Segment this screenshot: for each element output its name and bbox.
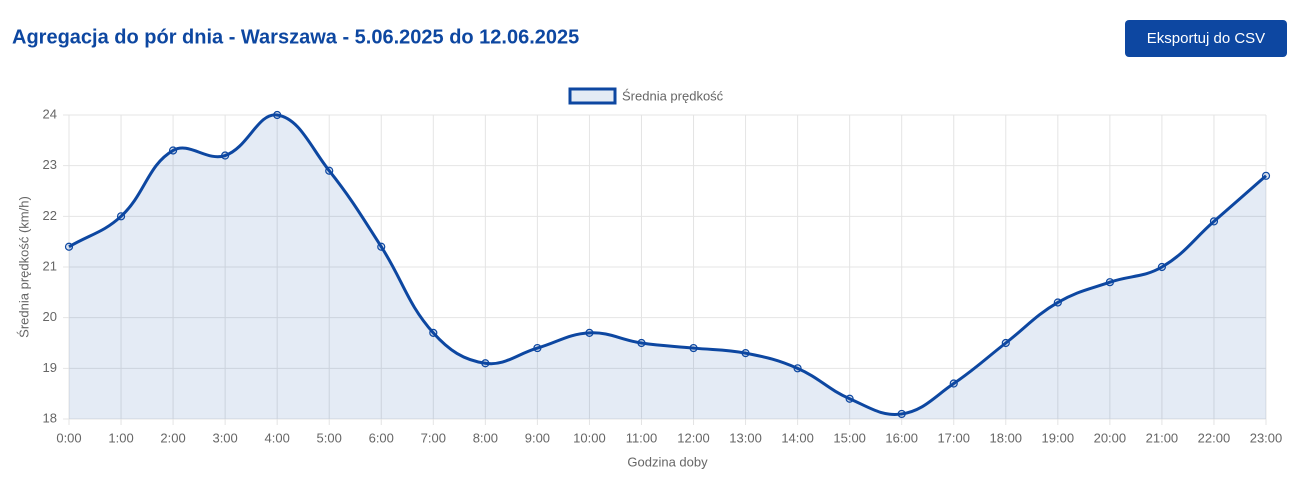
x-tick-label: 17:00 (937, 430, 970, 445)
x-tick-label: 10:00 (573, 430, 606, 445)
x-tick-label: 16:00 (885, 430, 918, 445)
x-tick-label: 23:00 (1250, 430, 1283, 445)
y-tick-label: 22 (43, 208, 57, 223)
y-tick-label: 21 (43, 258, 57, 273)
point (273, 110, 282, 120)
x-tick-label: 21:00 (1146, 430, 1179, 445)
button-background[interactable] (1125, 20, 1287, 57)
point (949, 379, 958, 388)
point (377, 242, 386, 251)
point (481, 359, 490, 368)
button-label[interactable]: Eksportuj do CSV (1147, 30, 1265, 47)
x-tick-label: 18:00 (990, 430, 1023, 445)
point (845, 394, 854, 403)
y-tick-label: 23 (43, 157, 57, 172)
x-tick-label: 4:00 (265, 430, 290, 445)
point (1053, 298, 1062, 307)
point (1261, 171, 1271, 180)
point (637, 338, 646, 348)
legend-swatch (568, 87, 617, 105)
y-tick-label: 18 (43, 410, 57, 425)
x-axis-label: Godzina doby (627, 454, 708, 469)
x-tick-label: 19:00 (1042, 430, 1075, 445)
point (64, 242, 74, 251)
point (168, 146, 178, 155)
point (793, 364, 802, 373)
x-tick-label: 15:00 (833, 430, 866, 445)
y-tick-label: 20 (43, 309, 57, 324)
point (585, 328, 594, 337)
page-title: Agregacja do pór dnia - Warszawa - 5.06.… (12, 26, 579, 48)
y-tick-label: 24 (43, 106, 57, 121)
x-tick-label: 3:00 (212, 430, 237, 445)
point (533, 343, 542, 353)
x-tick-label: 7:00 (421, 430, 446, 445)
point (429, 328, 438, 337)
x-tick-label: 9:00 (525, 430, 550, 445)
y-axis-label: Średnia prędkość (km/h) (16, 196, 31, 338)
x-tick-label: 20:00 (1094, 430, 1127, 445)
x-tick-label: 11:00 (626, 430, 658, 445)
point (116, 212, 126, 221)
point (689, 343, 698, 353)
point (741, 349, 750, 358)
x-tick-label: 13:00 (729, 430, 762, 445)
x-tick-label: 22:00 (1198, 430, 1231, 445)
point (897, 409, 906, 419)
point (1209, 217, 1219, 226)
x-tick-label: 12:00 (677, 430, 710, 445)
point (221, 151, 230, 160)
x-tick-label: 0:00 (56, 430, 81, 445)
x-tick-label: 5:00 (317, 430, 342, 445)
x-tick-label: 2:00 (160, 430, 185, 445)
point (1001, 338, 1010, 348)
x-tick-label: 6:00 (369, 430, 394, 445)
point (1105, 278, 1114, 287)
y-tick-label: 19 (43, 360, 57, 375)
x-tick-label: 8:00 (473, 430, 498, 445)
legend-label: Średnia prędkość (622, 88, 724, 103)
export-button[interactable]: Eksportuj do CSV (1125, 20, 1287, 57)
area (69, 114, 1266, 419)
x-tick-label: 1:00 (108, 430, 133, 445)
legend: Średnia prędkość (568, 87, 724, 105)
point (325, 166, 334, 175)
x-tick-label: 14:00 (781, 430, 814, 445)
point (1157, 262, 1167, 272)
